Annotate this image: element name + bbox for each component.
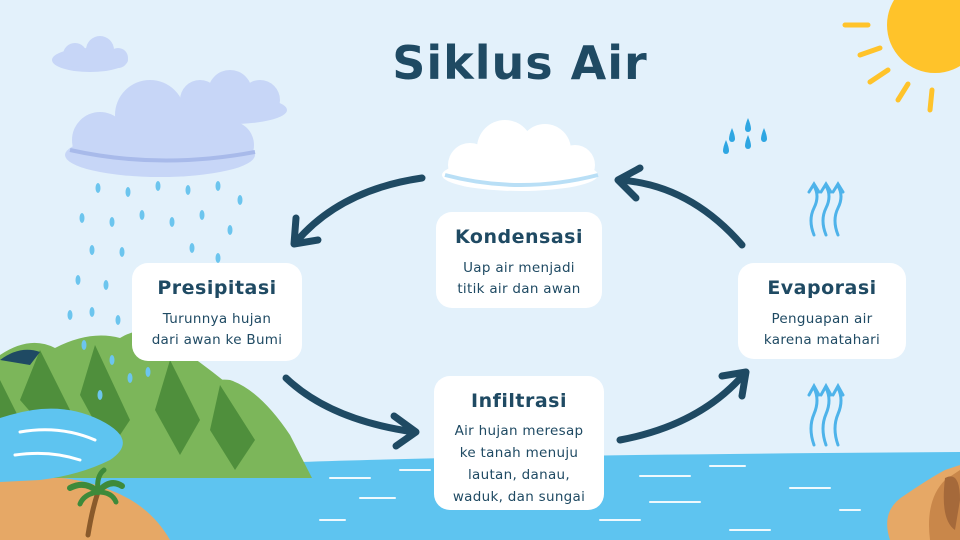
stage-description: Air hujan meresap ke tanah menuju lautan… [434, 420, 604, 508]
stage-description-line: lautan, danau, [467, 467, 570, 483]
sun-icon [842, 0, 960, 113]
river [0, 408, 123, 482]
arrow-presipitasi-to-infiltrasi [282, 374, 420, 450]
rain-cloud-icon [65, 70, 287, 177]
cloud-icon [52, 36, 128, 72]
stage-card-evaporasi: Evaporasi Penguapan air karena matahari [738, 263, 906, 359]
condensation-cloud-icon [442, 120, 599, 191]
stage-description-line: karena matahari [763, 332, 881, 348]
stage-card-kondensasi: Kondensasi Uap air menjadi titik air dan… [436, 212, 602, 308]
arrow-infiltrasi-to-evaporasi [616, 368, 750, 444]
wave-lines [319, 465, 861, 531]
water-drops-icon [723, 118, 767, 154]
stage-description-line: Uap air menjadi [463, 260, 575, 276]
stage-card-presipitasi: Presipitasi Turunnya hujan dari awan ke … [132, 263, 302, 361]
stage-description-line: Turunnya hujan [162, 311, 272, 327]
stage-description-line: Penguapan air [771, 311, 873, 327]
page-title: Siklus Air [392, 36, 648, 90]
arrow-evaporasi-to-kondensasi [614, 164, 746, 249]
stage-description-line: ke tanah menuju [459, 445, 579, 461]
stage-description-line: dari awan ke Bumi [151, 332, 283, 348]
steam-icon [807, 181, 845, 447]
stage-description-line: waduk, dan sungai [452, 489, 586, 505]
stage-description-line: Air hujan meresap [454, 423, 584, 439]
stage-title: Evaporasi [767, 277, 877, 299]
stage-description: Uap air menjadi titik air dan awan [436, 258, 602, 300]
stage-description: Penguapan air karena matahari [738, 309, 906, 351]
stage-title: Kondensasi [455, 226, 583, 248]
stage-description: Turunnya hujan dari awan ke Bumi [132, 309, 302, 351]
stage-description-line: titik air dan awan [457, 281, 581, 297]
stage-title: Infiltrasi [471, 390, 567, 412]
stage-title: Presipitasi [157, 277, 277, 299]
palm-tree-icon [67, 467, 125, 538]
rain-icon [67, 181, 243, 400]
left-sand [0, 476, 170, 540]
arrow-kondensasi-to-presipitasi [290, 174, 426, 248]
stage-card-infiltrasi: Infiltrasi Air hujan meresap ke tanah me… [434, 376, 604, 510]
